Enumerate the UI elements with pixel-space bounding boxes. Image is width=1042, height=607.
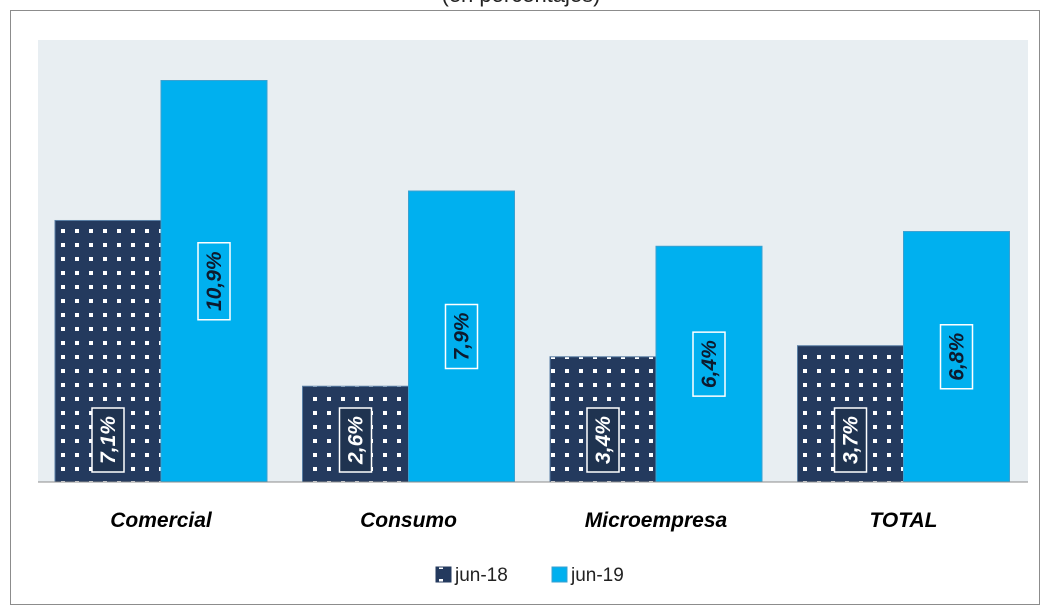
svg-text:3,4%: 3,4%	[592, 416, 615, 464]
legend-swatch-jun-19	[551, 566, 568, 583]
data-label-jun-19-total: 6,8%	[939, 324, 974, 390]
legend: jun-18 jun-19	[435, 565, 624, 586]
svg-text:6,4%: 6,4%	[698, 340, 721, 388]
category-label: Comercial	[110, 509, 213, 532]
svg-text:6,8%: 6,8%	[946, 333, 969, 381]
category-label: TOTAL	[869, 509, 937, 532]
svg-text:10,9%: 10,9%	[203, 251, 226, 311]
svg-text:7,9%: 7,9%	[451, 312, 474, 360]
data-label-jun-18-microempresa: 3,4%	[586, 407, 620, 473]
data-label-jun-19-comercial: 10,9%	[197, 242, 231, 321]
legend-label-jun-19: jun-19	[570, 565, 624, 586]
svg-text:2,6%: 2,6%	[345, 416, 368, 465]
legend-label-jun-18: jun-18	[454, 565, 508, 586]
svg-text:7,1%: 7,1%	[97, 416, 120, 464]
data-label-jun-19-consumo: 7,9%	[444, 303, 479, 370]
data-label-jun-18-total: 3,7%	[833, 407, 868, 473]
svg-text:3,7%: 3,7%	[840, 416, 863, 464]
category-label: Consumo	[360, 509, 457, 532]
chart-title: (en porcentajes)	[0, 0, 1042, 8]
data-label-jun-18-consumo: 2,6%	[338, 407, 373, 473]
chart-frame	[10, 10, 1040, 605]
data-label-jun-18-comercial: 7,1%	[91, 407, 125, 473]
data-label-jun-19-microempresa: 6,4%	[692, 331, 726, 397]
category-label: Microempresa	[585, 509, 728, 532]
legend-swatch-jun-18	[435, 566, 452, 583]
